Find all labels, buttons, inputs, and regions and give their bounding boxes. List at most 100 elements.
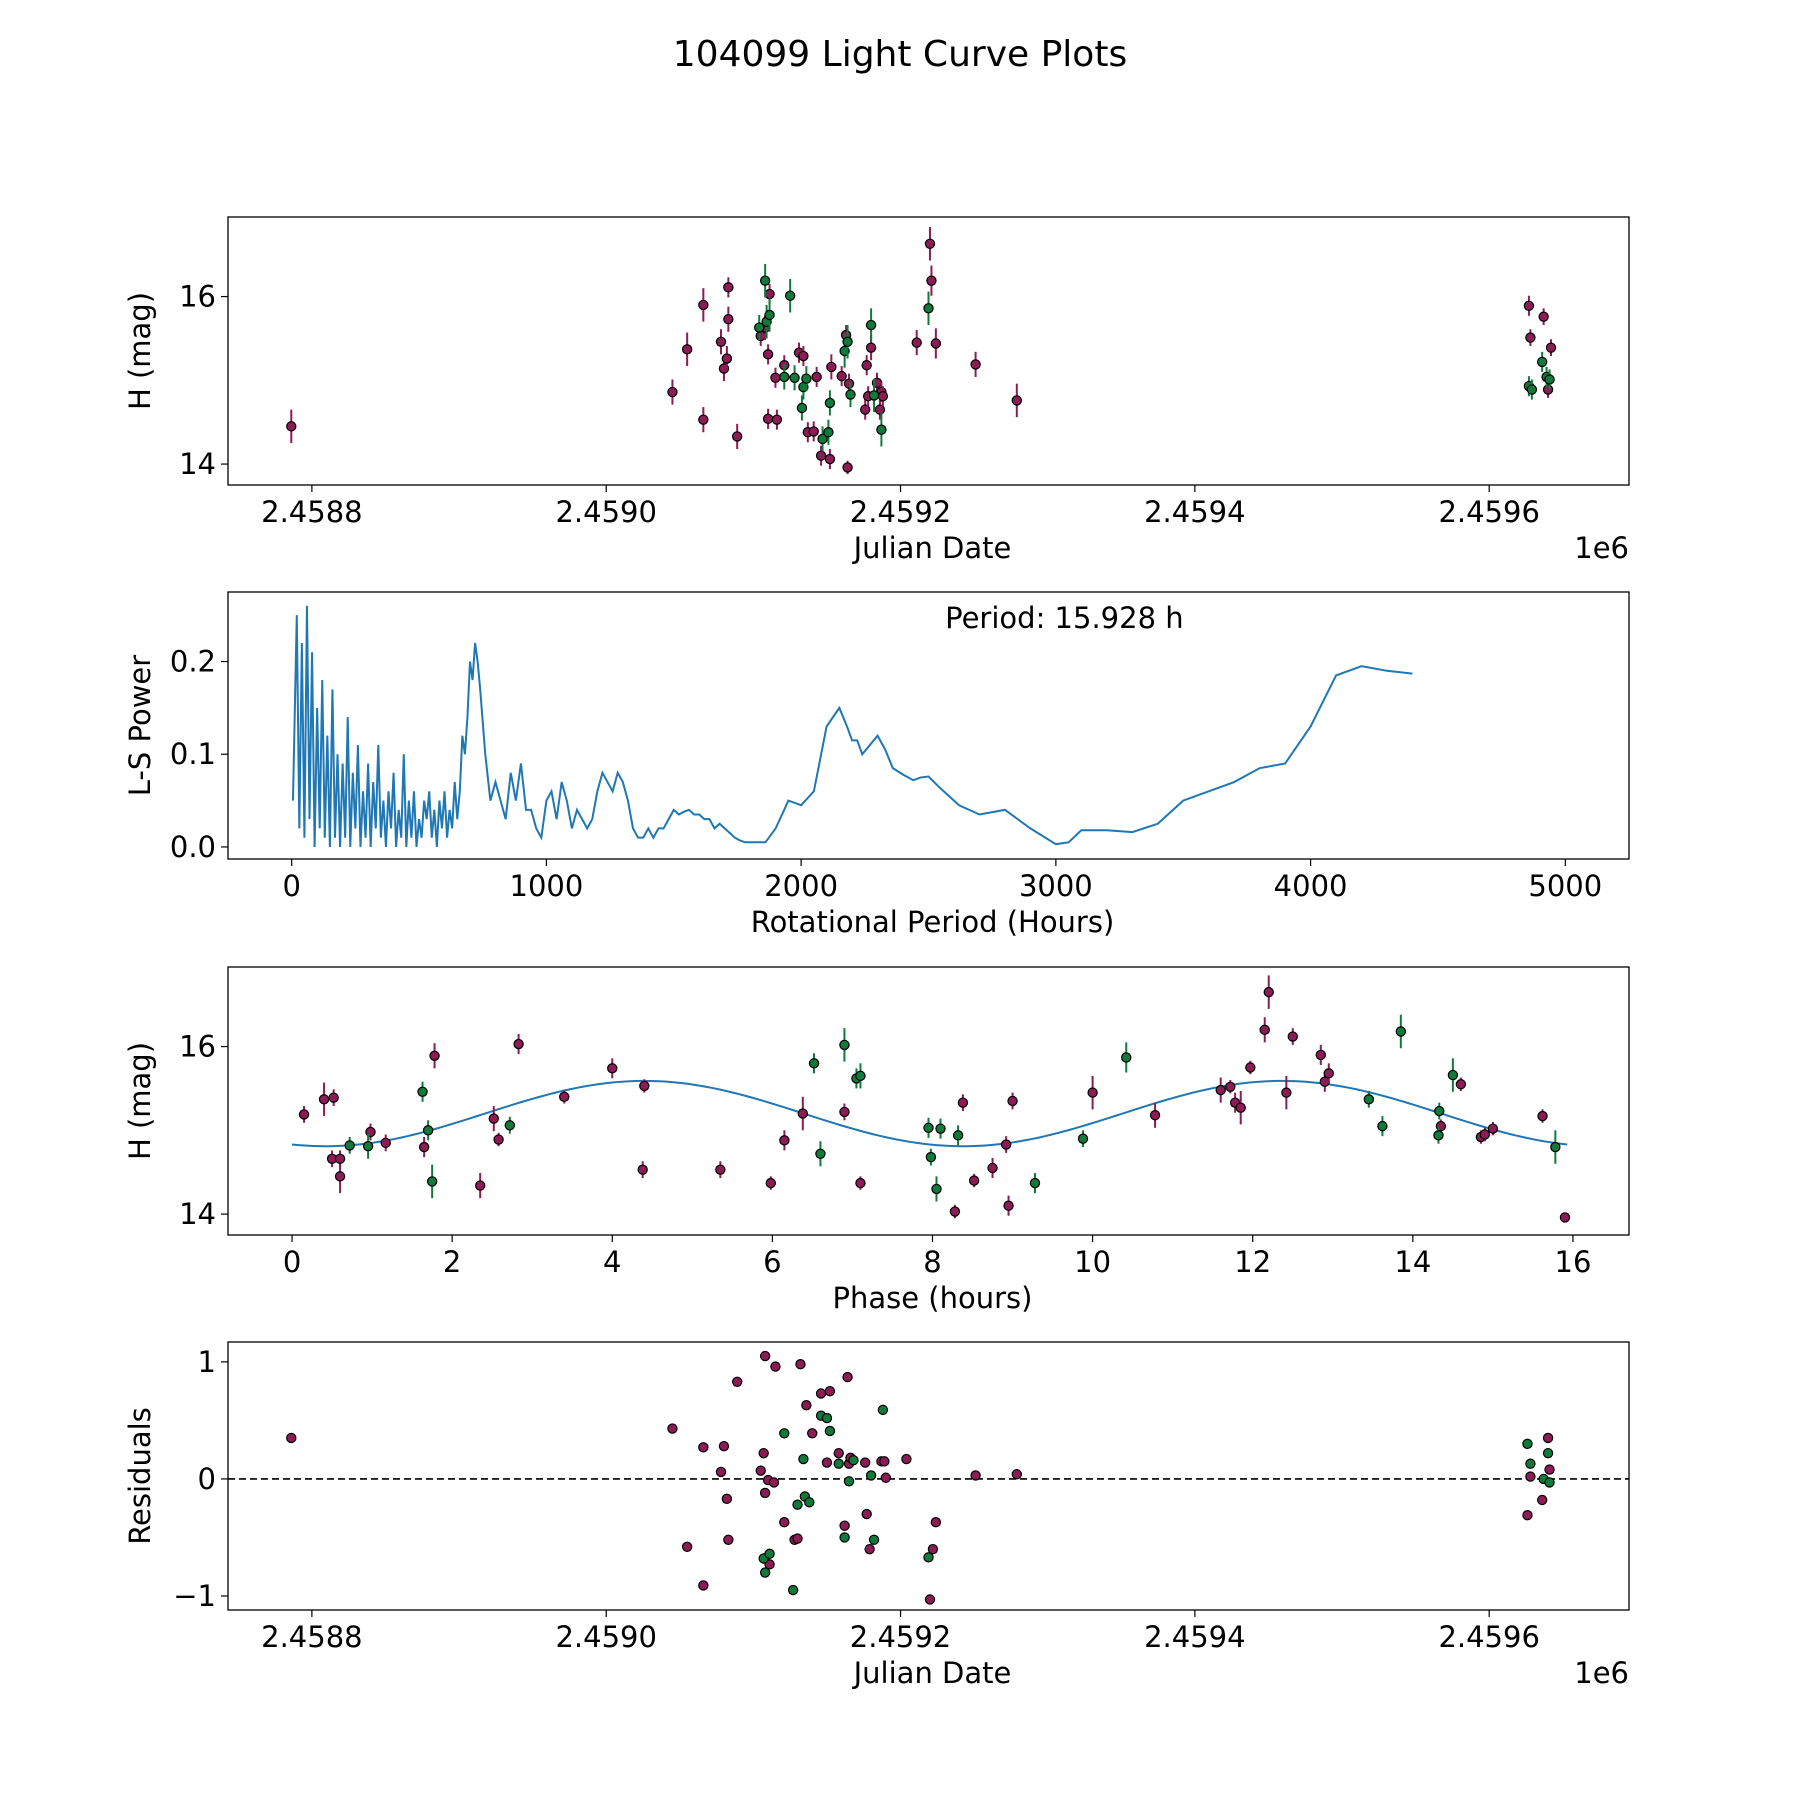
data-point-magenta [723,1534,734,1545]
data-point-magenta [1323,1068,1334,1079]
x-tick-label: 2.4594 [1144,495,1245,529]
data-point-green [1377,1120,1388,1132]
data-point-green [792,1499,803,1510]
axes-frame [227,216,1630,486]
data-point-magenta [808,426,819,437]
plot-area [286,227,1557,475]
data-point-green [931,1183,942,1195]
data-point-magenta [836,370,847,382]
data-point-green [779,1428,790,1439]
data-point-green [1363,1094,1375,1105]
data-point-magenta [795,1359,806,1370]
y-axis-label: H (mag) [123,1042,157,1160]
data-point-magenta [1235,1102,1246,1113]
x-tick-label: 2.4590 [555,495,656,529]
data-point-magenta [1455,1079,1467,1090]
data-point-magenta [987,1162,998,1174]
x-tick-label: 0 [283,1245,301,1279]
x-tick-label: 0 [282,869,300,903]
data-point-magenta [860,404,871,415]
axes-frame [227,966,1630,1236]
data-point-magenta [970,359,981,370]
data-point-magenta [1003,1200,1014,1211]
data-point-magenta [698,1580,709,1591]
data-point-green [1433,1130,1444,1141]
data-point-magenta [1007,1095,1018,1107]
data-point-magenta [759,1487,771,1499]
data-point-magenta [334,1153,346,1164]
data-point-green [1077,1133,1089,1144]
data-point-green [796,402,808,414]
data-point-magenta [874,404,886,415]
data-point-magenta [1281,1087,1292,1098]
data-point-green [925,1151,937,1163]
data-point-green [824,397,836,409]
x-tick-label: 4 [603,1245,621,1279]
data-point-green [848,1455,859,1466]
y-tick-label: 0.1 [170,737,216,771]
data-point-magenta [1522,1510,1533,1521]
data-point-magenta [731,1376,743,1387]
data-point-magenta [286,1432,297,1444]
data-point-magenta [764,288,775,300]
data-point-magenta [843,378,855,389]
data-point-magenta [911,337,922,348]
x-tick-label: 2.4596 [1438,1620,1539,1654]
data-point-magenta [1225,1081,1236,1092]
data-point-magenta [1538,311,1549,322]
data-point-magenta [877,391,889,402]
y-tick-label: 0 [198,1462,216,1496]
data-point-magenta [901,1453,912,1465]
data-point-magenta [698,1442,709,1453]
axes-frame [227,591,1630,860]
data-point-magenta [513,1038,524,1050]
data-point-magenta [824,453,836,465]
data-point-magenta [798,350,809,362]
data-point-green [923,303,934,314]
y-tick-label: 0.0 [170,830,216,864]
data-point-magenta [855,1177,866,1189]
panel-periodogram: 0 1000 2000 3000 4000 5000 0.0 0.1 0.2 Rotational… [123,591,1630,939]
x-axis-label: Julian Date [852,1656,1012,1690]
data-point-green [1550,1141,1561,1153]
data-point-magenta [839,1520,850,1531]
data-point-green [876,424,887,435]
data-point-magenta [815,450,827,461]
data-point-green [1029,1177,1041,1189]
data-point-magenta [298,1109,310,1120]
data-point-green [868,1534,880,1545]
data-point-green [759,1567,771,1578]
data-point-magenta [779,1517,790,1528]
data-point-green [1447,1069,1459,1081]
data-point-magenta [1523,300,1535,311]
x-tick-label: 5000 [1528,869,1602,903]
data-point-green [504,1120,516,1131]
data-point-green [877,1404,889,1416]
data-point-green [1544,374,1555,385]
data-point-magenta [865,342,877,353]
data-point-green [839,1039,850,1051]
data-point-magenta [1315,1049,1326,1061]
data-point-magenta [607,1063,618,1074]
data-point-magenta [731,431,743,442]
x-tick-label: 14 [1394,1245,1431,1279]
data-point-magenta [1087,1087,1098,1098]
data-point-magenta [815,1388,827,1399]
data-point-magenta [1011,395,1022,406]
data-point-magenta [715,336,727,347]
data-point-magenta [334,1171,346,1182]
data-point-magenta [1545,342,1557,353]
data-point-green [1542,1447,1554,1459]
data-point-magenta [779,1135,790,1146]
panel-phase: 0 2 4 6 8 10 12 14 16 14 16 Phase (hours) H (mag) [123,966,1630,1315]
data-point-magenta [755,330,766,342]
x-tick-label: 2.4594 [1144,1620,1245,1654]
x-tick-label: 1000 [510,869,584,903]
data-point-magenta [824,1385,836,1397]
data-point-green [842,336,853,347]
data-point-magenta [1215,1084,1226,1096]
data-point-magenta [698,414,709,425]
y-tick-label: 16 [179,1030,216,1064]
data-point-green [821,1412,833,1424]
data-point-magenta [667,386,678,398]
